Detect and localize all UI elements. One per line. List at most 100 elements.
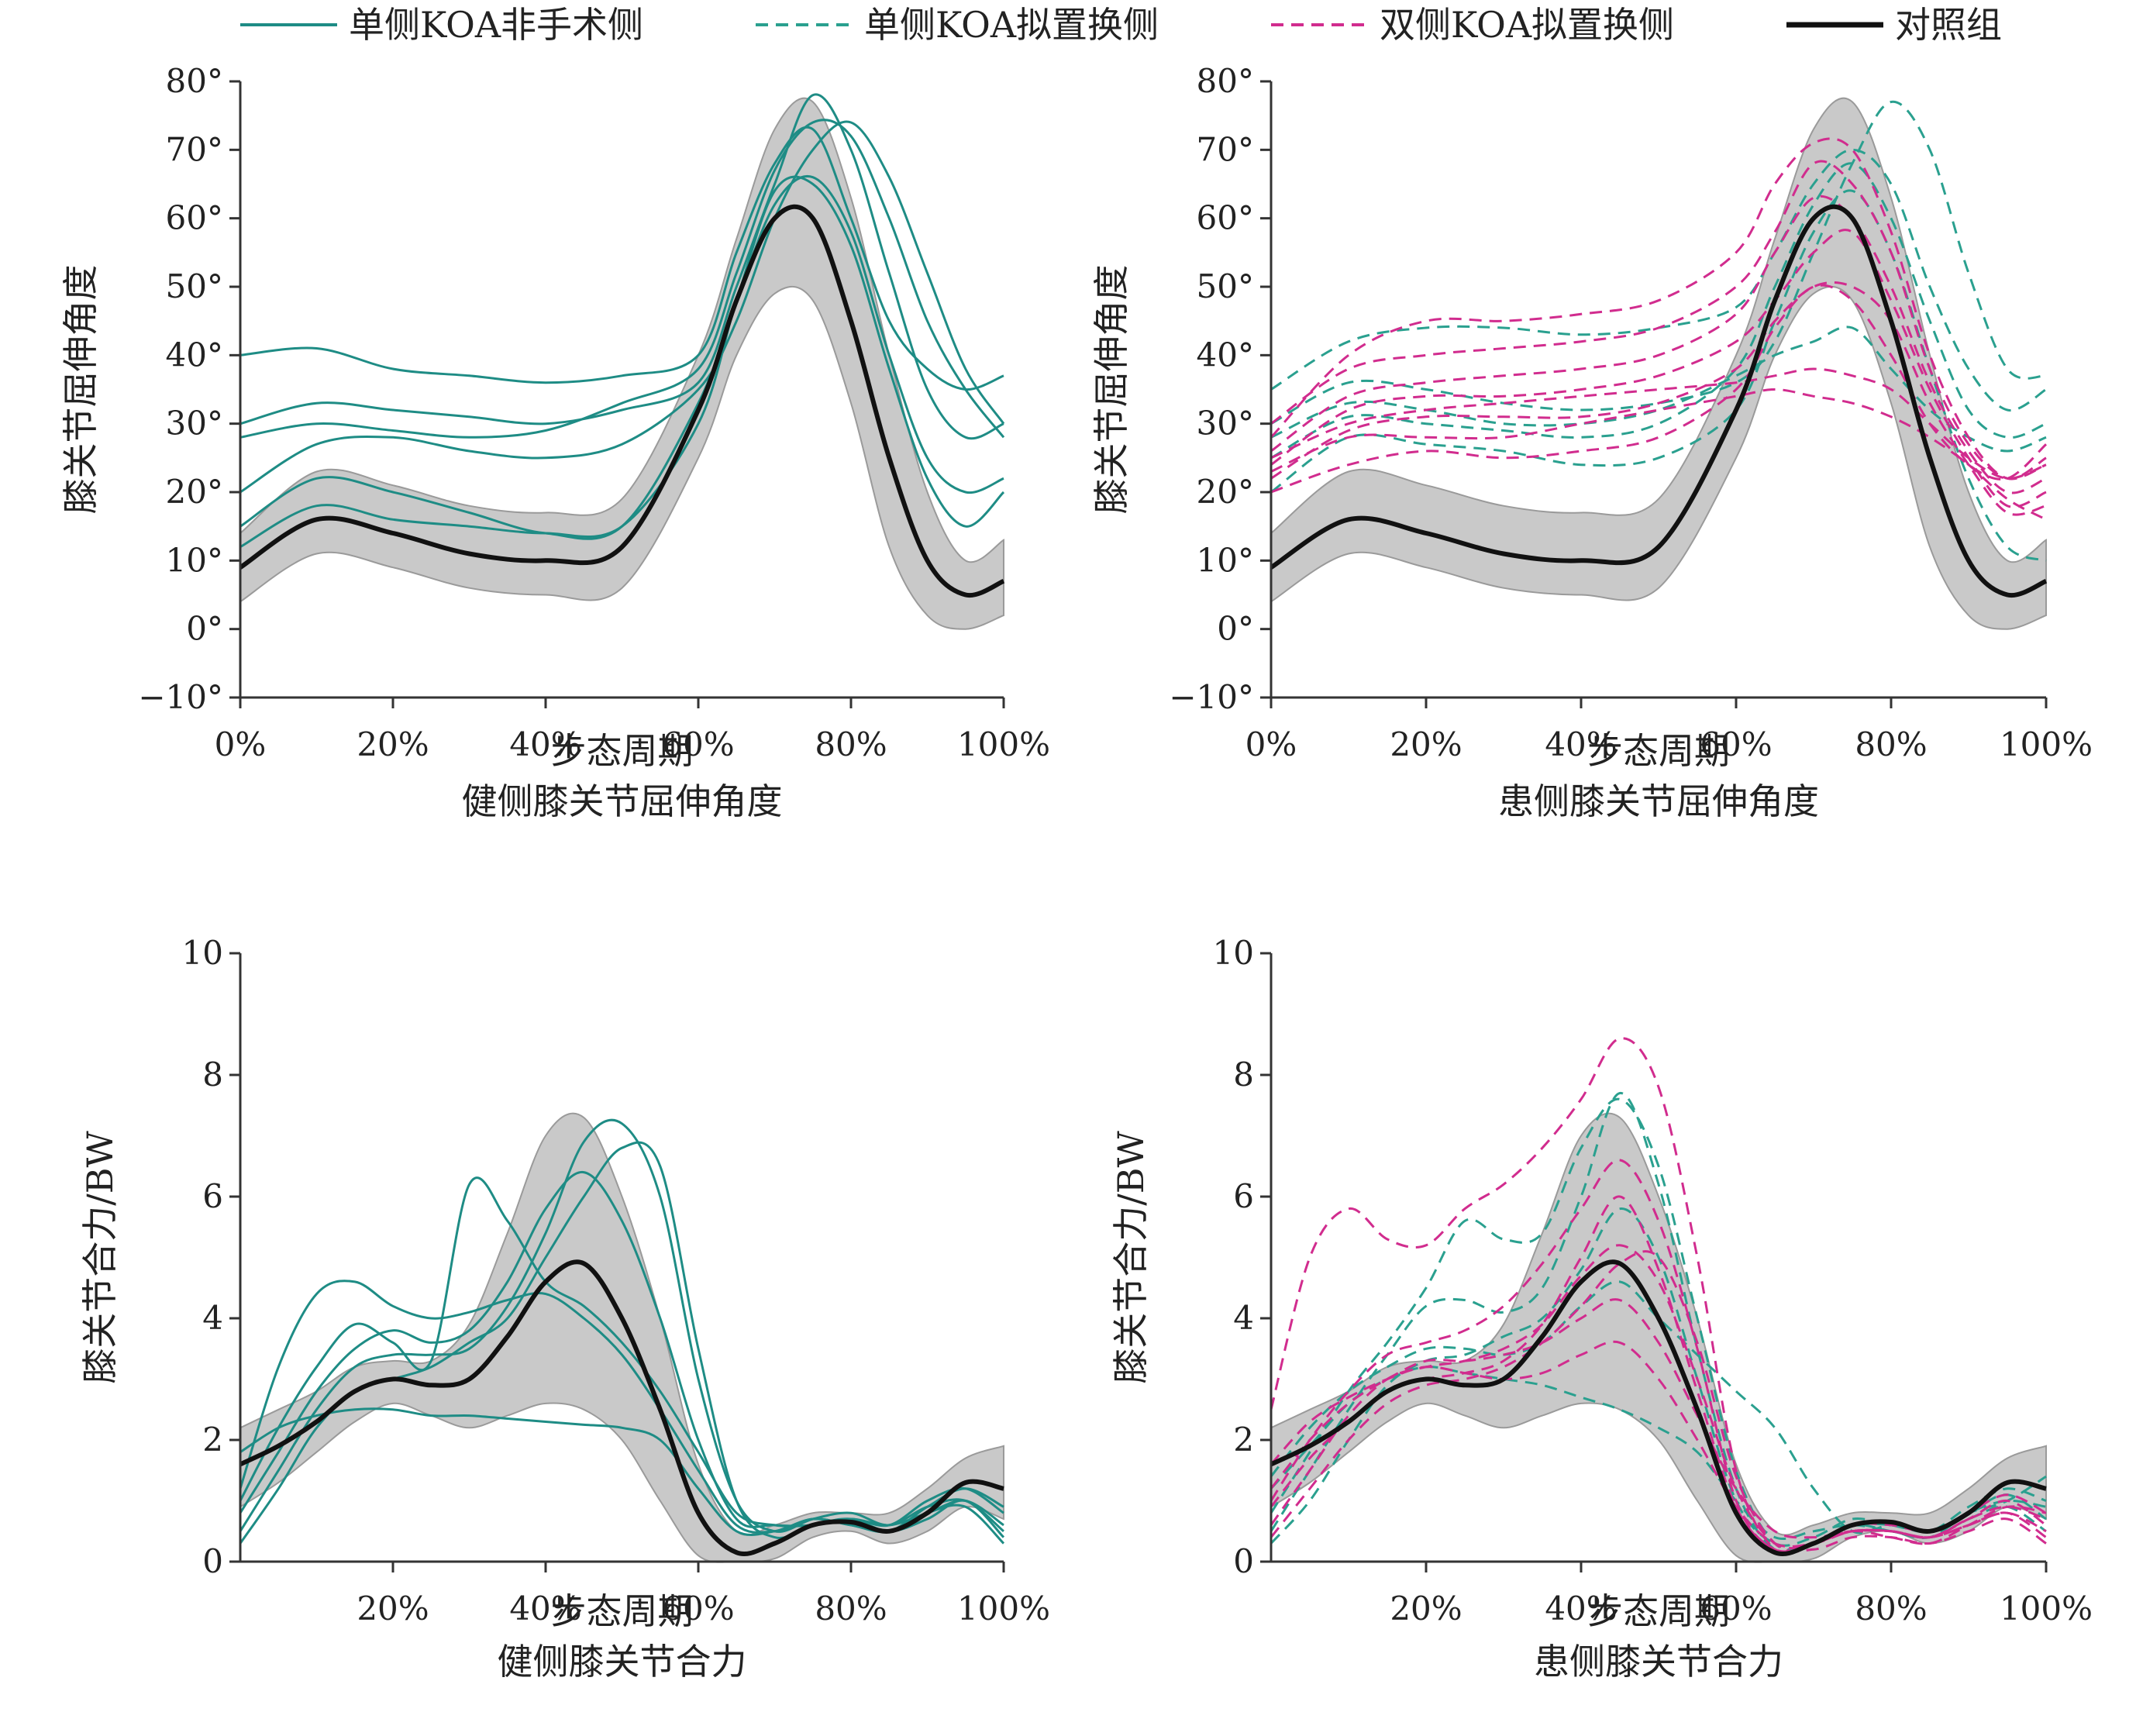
y-tick-label: 70° [166, 130, 223, 168]
control-mean-line [1270, 1259, 2047, 1556]
x-tick-label: 40% [1545, 725, 1617, 763]
series-line-unilateral-nonoperative-2 [239, 119, 1005, 439]
y-tick-label: −10° [1169, 678, 1254, 716]
legend-label: 单侧KOA非手术侧 [349, 4, 643, 46]
legend: 单侧KOA非手术侧 单侧KOA拟置换侧 双侧KOA拟置换侧 对照组 [240, 4, 2002, 46]
x-tick-label: 40% [1545, 1590, 1617, 1628]
legend-label: 对照组 [1895, 4, 2002, 46]
series-line-unilateral-nonoperative-5 [239, 1171, 1004, 1528]
x-tick-label: 80% [815, 1590, 887, 1628]
panel-caption: 健侧膝关节合力 [498, 1641, 747, 1683]
x-axis-title: 步态周期 [551, 1590, 694, 1632]
x-tick-label: 100% [2000, 725, 2093, 763]
y-tick-label: 0 [202, 1542, 223, 1580]
series-line-bilateral-operative-7 [1270, 195, 2047, 494]
series-line-unilateral-operative-3 [1270, 1207, 2047, 1547]
y-tick-label: 30° [1197, 405, 1254, 443]
x-tick-label: 0% [215, 725, 267, 763]
x-tick-label: 40% [509, 1590, 581, 1628]
y-tick-label: 30° [166, 405, 223, 443]
y-tick-label: 40° [1197, 336, 1254, 374]
y-tick-label: 40° [166, 336, 223, 374]
control-mean-line [239, 1259, 1004, 1556]
y-tick-label: 4 [202, 1299, 223, 1337]
series-line-unilateral-operative-1 [1270, 1092, 2047, 1555]
series-line-unilateral-nonoperative-0 [239, 126, 1004, 391]
y-axis-title: 膝关节合力/BW [1110, 1130, 1152, 1383]
y-tick-label: 80° [166, 62, 223, 100]
x-tick-label: 80% [815, 725, 887, 763]
series-line-bilateral-operative-9 [1270, 1250, 2047, 1553]
series-line-unilateral-operative-2 [1270, 162, 2047, 460]
panel-left-knee-flexion-angle: −10° 0° 10° 20° 30° 40° 50° 60° 70° 80° 0% 20% 40% 60… [60, 62, 1050, 822]
series-line-unilateral-operative-1 [1270, 100, 2047, 425]
y-tick-label: 6 [1233, 1177, 1254, 1215]
x-tick-label: 20% [357, 725, 429, 763]
x-tick-label: 100% [957, 1590, 1050, 1628]
panel-right-knee-flexion-angle: −10° 0° 10° 20° 30° 40° 50° 60° 70° 80° 0% 20% 40% 60… [1090, 62, 2093, 822]
series-line-bilateral-operative-8 [1270, 229, 2047, 508]
y-tick-label: 8 [202, 1056, 223, 1094]
x-axis-title: 步态周期 [1587, 1590, 1730, 1632]
x-tick-label: 80% [1855, 1590, 1927, 1628]
control-mean-line [1270, 204, 2048, 598]
x-tick-label: 80% [1855, 725, 1927, 763]
y-tick-label: 20° [1197, 473, 1254, 511]
x-tick-label: 40% [509, 725, 581, 763]
legend-label: 双侧KOA拟置换侧 [1380, 4, 1674, 46]
legend-label: 单侧KOA拟置换侧 [864, 4, 1159, 46]
y-tick-label: 20° [166, 473, 223, 511]
y-axis-title: 膝关节屈伸角度 [1090, 265, 1132, 515]
series-line-bilateral-operative-5 [1270, 137, 2047, 480]
y-tick-label: 50° [166, 267, 223, 305]
x-axis-title: 步态周期 [551, 730, 694, 772]
y-axis-title: 膝关节合力/BW [79, 1130, 121, 1383]
x-tick-label: 60% [662, 725, 734, 763]
series-line-bilateral-operative-6 [1270, 160, 2047, 480]
y-tick-label: 50° [1197, 267, 1254, 305]
x-axis-title: 步态周期 [1587, 730, 1730, 772]
series-line-unilateral-nonoperative-3 [239, 120, 1005, 494]
y-tick-label: 10° [1197, 541, 1254, 579]
y-axis-title: 膝关节屈伸角度 [60, 265, 102, 515]
y-tick-label: 10° [166, 541, 223, 579]
x-tick-label: 100% [2000, 1590, 2093, 1628]
panel-caption: 患侧膝关节屈伸角度 [1498, 780, 1819, 822]
x-tick-label: 60% [1700, 1590, 1772, 1628]
y-tick-label: 0° [186, 610, 223, 648]
y-tick-label: 80° [1197, 62, 1254, 100]
x-tick-label: 60% [1700, 725, 1772, 763]
control-band [239, 1112, 1004, 1563]
y-tick-label: 2 [202, 1421, 223, 1459]
y-tick-label: 10 [1213, 934, 1254, 972]
panel-caption: 患侧膝关节合力 [1534, 1641, 1783, 1683]
x-tick-label: 100% [957, 725, 1050, 763]
y-tick-label: 70° [1197, 130, 1254, 168]
series-line-bilateral-operative-10 [1270, 1340, 2047, 1548]
y-tick-label: 60° [166, 199, 223, 237]
series-line-bilateral-operative-10 [1270, 367, 2047, 480]
series-line-unilateral-nonoperative-2 [239, 1118, 1004, 1533]
y-tick-label: 8 [1233, 1056, 1254, 1094]
x-tick-label: 20% [1390, 725, 1462, 763]
y-tick-label: 6 [202, 1177, 223, 1215]
y-tick-label: 4 [1233, 1299, 1254, 1337]
y-tick-label: 0° [1217, 610, 1254, 648]
y-tick-label: 0 [1233, 1542, 1254, 1580]
series-line-bilateral-operative-8 [1270, 1298, 2047, 1539]
series-line-unilateral-nonoperative-1 [239, 93, 1004, 440]
x-tick-label: 0% [1245, 725, 1297, 763]
panel-caption: 健侧膝关节屈伸角度 [462, 780, 783, 822]
x-tick-label: 20% [1390, 1590, 1462, 1628]
x-tick-label: 60% [662, 1590, 734, 1628]
series-line-bilateral-operative-11 [1270, 388, 2047, 521]
x-tick-label: 20% [357, 1590, 429, 1628]
control-band [239, 97, 1004, 630]
y-tick-label: 2 [1233, 1421, 1254, 1459]
y-tick-label: −10° [138, 678, 223, 716]
control-mean-line [239, 204, 1005, 598]
y-tick-label: 10 [182, 934, 223, 972]
